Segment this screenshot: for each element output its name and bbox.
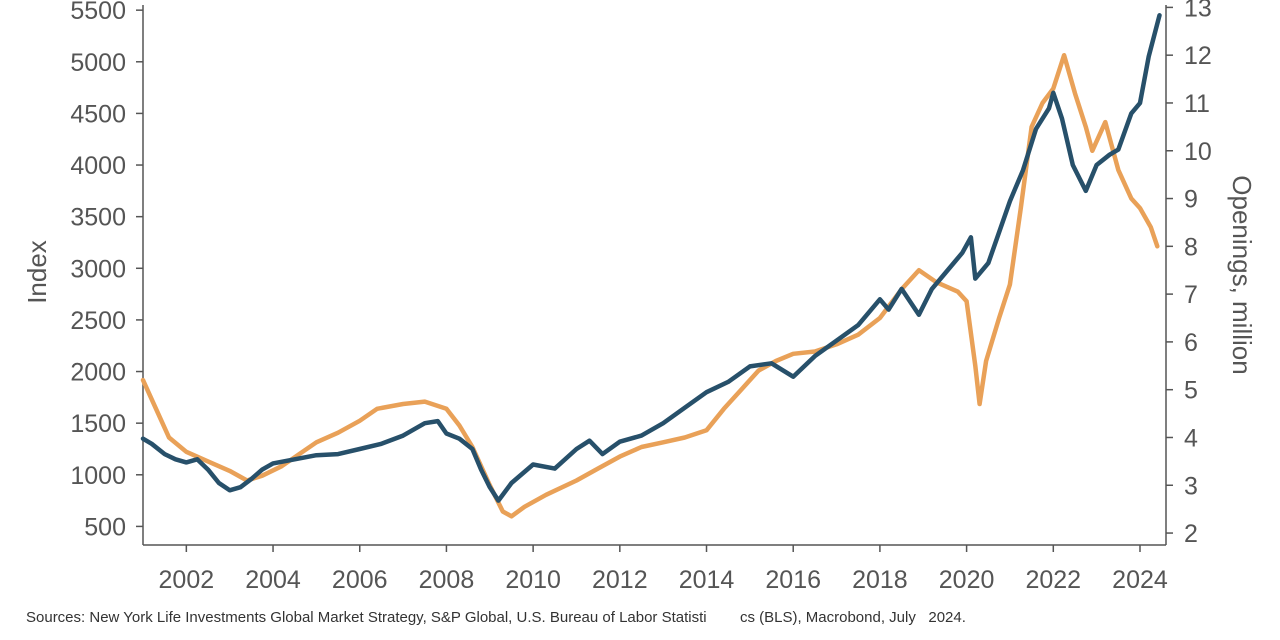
y-tick-label-right: 4 [1184,424,1198,452]
y-axis-title-left: Index [22,240,52,304]
y-tick-label-right: 11 [1184,90,1210,118]
x-tick-label: 2024 [1112,566,1168,594]
y-tick-label-right: 5 [1184,377,1198,405]
y-tick-label-right: 7 [1184,281,1198,309]
x-tick-label: 2014 [679,566,735,594]
y-axis-title-right: Openings, million [1227,175,1257,374]
series-line-right-axis [140,52,1160,519]
y-tick-label-left: 5500 [70,0,126,25]
y-tick-label-right: 13 [1184,0,1212,22]
x-tick-label: 2018 [852,566,908,594]
y-tick-label-left: 1500 [70,410,126,438]
y-tick-label-right: 10 [1184,138,1212,166]
y-tick-label-left: 3000 [70,255,126,283]
tick-labels: 2002 2004 2006 2008 2010 2012 2014 2016 2018 2020… [70,0,1211,594]
y-tick-label-right: 2 [1184,520,1198,548]
y-tick-label-left: 5000 [70,49,126,77]
x-tick-label: 2006 [332,566,388,594]
x-tick-label: 2020 [939,566,995,594]
series-line-left-axis [140,13,1162,503]
x-tick-label: 2002 [159,566,215,594]
y-tick-label-left: 1000 [70,462,126,490]
source-note: Sources: New York Life Investments Globa… [26,609,966,626]
y-tick-label-left: 3500 [70,204,126,232]
y-tick-label-left: 4000 [70,152,126,180]
y-tick-label-left: 4500 [70,100,126,128]
x-tick-label: 2010 [505,566,561,594]
x-tick-label: 2004 [245,566,301,594]
y-tick-label-right: 6 [1184,329,1198,357]
y-tick-label-right: 12 [1184,42,1212,70]
x-tick-label: 2012 [592,566,648,594]
y-tick-label-right: 3 [1184,472,1198,500]
x-tick-label: 2016 [765,566,821,594]
x-tick-label: 2008 [419,566,475,594]
y-tick-label-right: 9 [1184,186,1198,214]
y-tick-label-right: 8 [1184,233,1198,261]
axes [136,5,1173,552]
y-tick-label-left: 2500 [70,307,126,335]
y-tick-label-left: 2000 [70,359,126,387]
x-tick-label: 2022 [1025,566,1081,594]
y-tick-label-left: 500 [84,513,126,541]
series-layer [140,13,1162,519]
